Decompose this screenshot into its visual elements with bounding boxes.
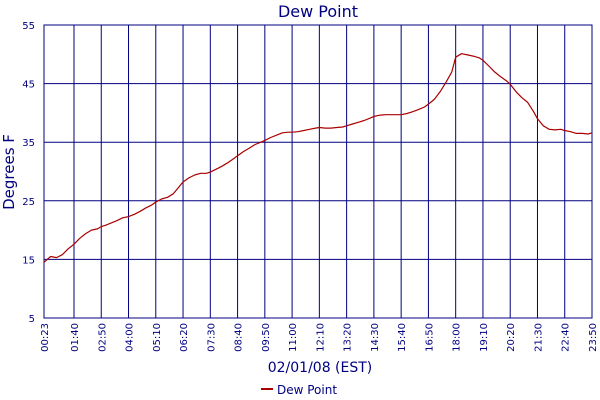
- x-tick-label: 08:40: [234, 323, 245, 352]
- chart-title: Dew Point: [278, 2, 358, 21]
- x-tick-label: 13:20: [343, 323, 354, 352]
- x-tick-label: 06:20: [179, 323, 190, 352]
- x-tick-label: 15:40: [397, 323, 408, 352]
- x-tick-label: 07:30: [206, 323, 217, 352]
- x-tick-label: 01:40: [70, 323, 81, 352]
- x-tick-label: 14:30: [370, 323, 381, 352]
- x-tick-label: 16:50: [424, 323, 435, 352]
- x-tick-label: 02:50: [97, 323, 108, 352]
- series-line-dew-point: [43, 53, 593, 263]
- y-tick-label: 25: [22, 197, 35, 208]
- x-tick-label: 22:40: [561, 323, 572, 352]
- y-tick-label: 55: [22, 21, 35, 32]
- legend-label: Dew Point: [277, 383, 337, 397]
- x-tick-label: 20:20: [506, 323, 517, 352]
- y-axis-ticks: 5 15 25 35 45 55: [22, 21, 35, 325]
- series-layer: [43, 53, 593, 263]
- x-tick-label: 09:50: [261, 323, 272, 352]
- y-axis-label: Degrees F: [0, 134, 18, 210]
- x-tick-label: 05:10: [152, 323, 163, 352]
- chart-grid: [43, 24, 593, 319]
- y-tick-label: 15: [22, 255, 35, 266]
- x-tick-label: 04:00: [125, 323, 136, 352]
- x-tick-label: 11:00: [288, 323, 299, 352]
- x-tick-label: 21:30: [533, 323, 544, 352]
- x-axis-ticks: 00:23 01:40 02:50 04:00 05:10 06:20 07:30 08:40…: [40, 323, 599, 352]
- x-tick-label: 23:50: [588, 323, 599, 352]
- x-tick-label: 19:10: [479, 323, 490, 352]
- y-tick-label: 5: [29, 314, 35, 325]
- x-tick-label: 00:23: [40, 323, 51, 352]
- y-tick-label: 45: [22, 80, 35, 91]
- x-tick-label: 12:10: [315, 323, 326, 352]
- x-axis-label: 02/01/08 (EST): [268, 360, 373, 376]
- y-tick-label: 35: [22, 138, 35, 149]
- x-tick-label: 18:00: [452, 323, 463, 352]
- legend: Dew Point: [261, 383, 337, 397]
